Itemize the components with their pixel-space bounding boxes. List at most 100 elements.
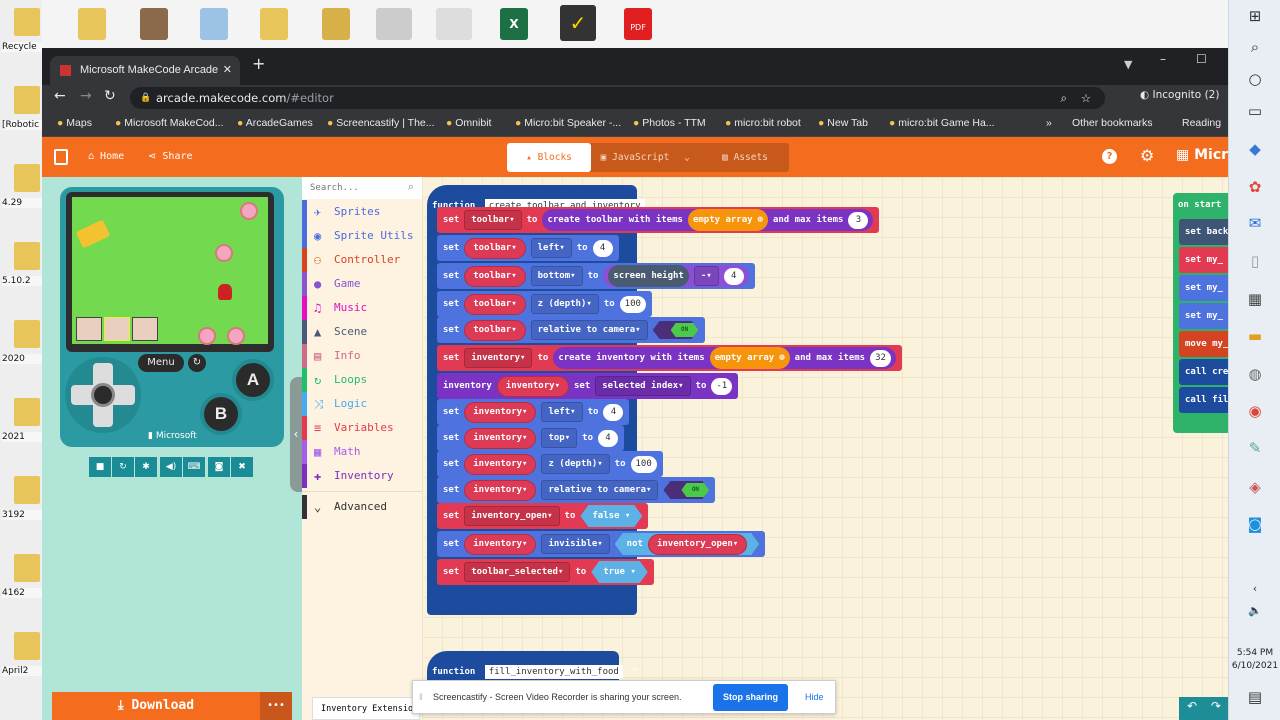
menu-button[interactable]: Menu bbox=[138, 354, 184, 372]
folder-icon[interactable] bbox=[260, 8, 288, 40]
dpad[interactable] bbox=[65, 357, 141, 433]
file-icon[interactable] bbox=[200, 8, 228, 40]
number-input[interactable]: -1 bbox=[711, 377, 733, 395]
on-start-block[interactable]: on start set backgset my_set my_set my_m… bbox=[1173, 193, 1228, 433]
tab-blocks[interactable]: ▴ Blocks bbox=[507, 143, 591, 172]
number-input[interactable]: 4 bbox=[723, 267, 744, 285]
toolbox-category-sprites[interactable]: ✈ Sprites bbox=[302, 200, 422, 224]
boolean-reporter[interactable]: true ▾ bbox=[591, 561, 648, 583]
toolbox-category-scene[interactable]: ▲ Scene bbox=[302, 320, 422, 344]
toolbox-category-info[interactable]: ▤ Info bbox=[302, 344, 422, 368]
home-button[interactable]: ⌂ Home bbox=[88, 151, 125, 162]
statement-block-sprites[interactable]: set inventory ▾ z (depth) ▾ to 100 bbox=[437, 451, 663, 477]
statement-block-sprites[interactable]: set inventory ▾ invisible ▾ not inventory_op… bbox=[437, 531, 766, 557]
block-dropdown[interactable]: inventory ▾ bbox=[464, 348, 533, 368]
number-input[interactable]: 32 bbox=[870, 349, 891, 367]
block-dropdown[interactable]: toolbar_selected ▾ bbox=[464, 562, 571, 582]
reload-icon[interactable]: ↻ bbox=[104, 88, 116, 104]
toolbox-category-sprite-utils[interactable]: ◉ Sprite Utils bbox=[302, 224, 422, 248]
image-icon[interactable] bbox=[376, 8, 412, 40]
variable-reporter[interactable]: inventory ▾ bbox=[464, 453, 537, 475]
bookmark-item[interactable]: ● micro:bit robot bbox=[725, 110, 801, 137]
function-name-input[interactable]: fill_inventory_with_food bbox=[484, 665, 623, 679]
boolean-reporter[interactable]: not inventory_open ▾ bbox=[615, 533, 760, 555]
statement-block-variables[interactable]: set inventory ▾ to create inventory with it… bbox=[437, 345, 902, 371]
clock-date[interactable]: 6/10/2021 bbox=[1231, 661, 1279, 671]
photos-icon[interactable]: ✿ bbox=[1248, 178, 1262, 196]
on-start-statement[interactable]: move my_ bbox=[1179, 331, 1228, 357]
variable-reporter[interactable]: toolbar ▾ bbox=[464, 293, 526, 315]
reporter-block[interactable]: screen height - ▾ 4 bbox=[603, 265, 749, 287]
zoom-icon[interactable]: ⌕ bbox=[1060, 91, 1067, 105]
reporter-block[interactable]: empty array ⊕ bbox=[709, 347, 790, 369]
restart-icon[interactable]: ↻ bbox=[112, 457, 134, 477]
app-icon[interactable]: ◈ bbox=[1249, 478, 1261, 496]
statement-block-sprites[interactable]: set inventory ▾ top ▾ to 4 bbox=[437, 425, 624, 451]
tab-makecode[interactable]: Microsoft MakeCode Arcade ✕ bbox=[50, 56, 240, 85]
mail-icon[interactable]: ✉ bbox=[1248, 214, 1262, 232]
language-dropdown-chevron-icon[interactable]: ⌄ bbox=[684, 152, 690, 163]
task-view-icon[interactable]: ▭ bbox=[1247, 102, 1263, 120]
on-start-statement[interactable]: set my_ bbox=[1179, 303, 1228, 329]
block-dropdown[interactable]: left ▾ bbox=[530, 238, 572, 258]
reporter-block[interactable]: empty array ⊕ bbox=[687, 209, 768, 231]
fullscreen-icon[interactable]: ✖ bbox=[231, 457, 253, 477]
hide-button[interactable]: Hide bbox=[805, 692, 824, 702]
close-tab-icon[interactable]: ✕ bbox=[222, 64, 232, 76]
toolbox-category-variables[interactable]: ≡ Variables bbox=[302, 416, 422, 440]
collapse-icon[interactable]: ⌃ bbox=[653, 201, 660, 211]
bookmark-item[interactable]: ● Photos - TTM bbox=[633, 110, 706, 137]
notifications-icon[interactable]: ▤ bbox=[1247, 688, 1263, 706]
checkmark-app-icon[interactable]: ✓ bbox=[560, 5, 596, 41]
search-icon[interactable]: ⌕ bbox=[1250, 38, 1260, 56]
cortana-icon[interactable]: ○ bbox=[1248, 70, 1262, 88]
folder-icon[interactable] bbox=[78, 8, 106, 40]
incognito-profile[interactable]: ◐ Incognito (2) bbox=[1140, 89, 1220, 101]
mute-icon[interactable]: ◀) bbox=[160, 457, 182, 477]
block-dropdown[interactable]: bottom ▾ bbox=[530, 266, 583, 286]
bookmark-item[interactable]: ● Microsoft MakeCod... bbox=[115, 110, 223, 137]
block-dropdown[interactable]: top ▾ bbox=[541, 428, 578, 448]
desktop-icon[interactable] bbox=[14, 86, 40, 114]
statement-block-sprites[interactable]: set toolbar ▾ left ▾ to 4 bbox=[437, 235, 619, 261]
a-button[interactable]: A bbox=[236, 363, 270, 397]
toolbox-category-music[interactable]: ♫ Music bbox=[302, 296, 422, 320]
debug-icon[interactable]: ✱ bbox=[135, 457, 157, 477]
tab-javascript[interactable]: ▣ JavaScript bbox=[600, 152, 670, 163]
on-start-statement[interactable]: call crea bbox=[1179, 359, 1228, 385]
app-icon[interactable]: ◆ bbox=[1249, 140, 1261, 158]
block-dropdown[interactable]: selected index ▾ bbox=[595, 376, 691, 396]
reporter-block[interactable]: screen height bbox=[608, 265, 689, 287]
arcade-logo[interactable] bbox=[54, 149, 68, 165]
toolbox-category-inventory[interactable]: ✚ Inventory bbox=[302, 464, 422, 488]
restart-icon[interactable]: ↻ bbox=[188, 354, 206, 372]
toolbox-advanced[interactable]: ⌄ Advanced bbox=[302, 495, 422, 519]
search-input[interactable] bbox=[302, 177, 398, 199]
stop-icon[interactable]: ■ bbox=[89, 457, 111, 477]
url-input[interactable]: 🔒 arcade.makecode.com/#editor ⌕ ☆ bbox=[130, 87, 1105, 109]
block-dropdown[interactable]: invisible ▾ bbox=[541, 534, 610, 554]
search-icon[interactable]: ⌕ bbox=[407, 180, 414, 193]
chrome-icon[interactable]: ◉ bbox=[1248, 402, 1262, 420]
variable-reporter[interactable]: inventory ▾ bbox=[464, 479, 537, 501]
toggle-switch[interactable]: ON bbox=[663, 481, 710, 499]
folder-icon[interactable] bbox=[140, 8, 168, 40]
forward-icon[interactable]: → bbox=[80, 88, 92, 104]
calculator-icon[interactable]: ▦ bbox=[1247, 290, 1263, 308]
statement-block-sprites[interactable]: set toolbar ▾ bottom ▾ to screen height - ▾ 4 bbox=[437, 263, 755, 289]
share-button[interactable]: ⋖ Share bbox=[148, 151, 193, 162]
desktop-icon[interactable] bbox=[14, 320, 40, 348]
more-bookmarks-chevron-icon[interactable]: » bbox=[1046, 117, 1052, 129]
undo-icon[interactable]: ↶ bbox=[1187, 699, 1198, 713]
block-dropdown[interactable]: left ▾ bbox=[541, 402, 583, 422]
minimize-icon[interactable]: – bbox=[1160, 52, 1166, 66]
bookmark-item[interactable]: ● Omnibit bbox=[446, 110, 491, 137]
reporter-block[interactable]: create toolbar with items empty array ⊕ and… bbox=[542, 209, 874, 231]
desktop-icon[interactable] bbox=[14, 632, 40, 660]
statement-block-sprites[interactable]: set inventory ▾ left ▾ to 4 bbox=[437, 399, 630, 425]
toolbox-search[interactable]: ⌕ bbox=[302, 177, 422, 199]
image-icon[interactable] bbox=[436, 8, 472, 40]
settings-gear-icon[interactable]: ⚙ bbox=[1140, 146, 1155, 165]
block-dropdown[interactable]: relative to camera ▾ bbox=[541, 480, 659, 500]
folder-icon[interactable] bbox=[322, 8, 350, 40]
